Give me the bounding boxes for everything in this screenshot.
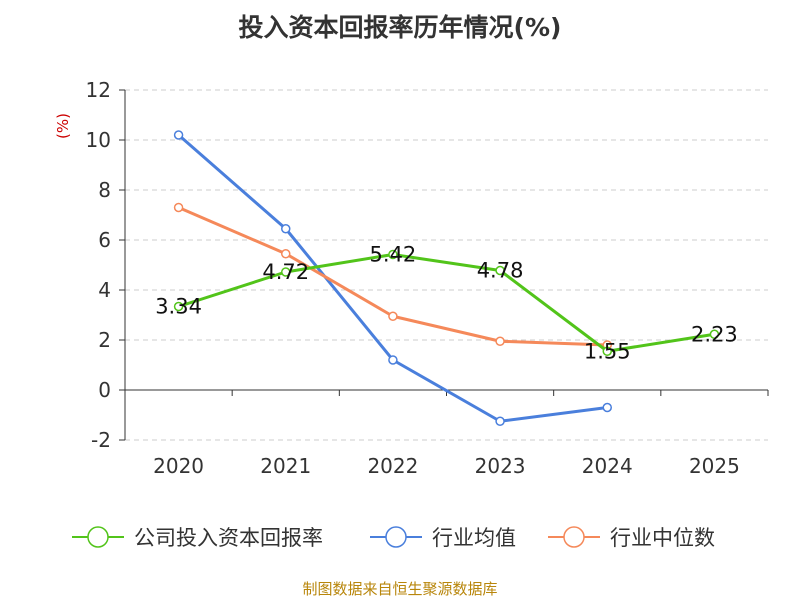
data-point bbox=[281, 267, 291, 277]
data-source: 制图数据来自恒生聚源数据库 bbox=[302, 580, 498, 598]
y-tick-label: 4 bbox=[98, 278, 111, 302]
y-tick-label: 12 bbox=[86, 78, 111, 102]
data-point bbox=[173, 202, 184, 213]
x-tick-label: 2020 bbox=[153, 454, 204, 478]
data-point bbox=[388, 311, 398, 321]
data-label: 4.78 bbox=[477, 259, 524, 283]
chart-title: 投入资本回报率历年情况(%) bbox=[238, 13, 562, 42]
series-line bbox=[177, 133, 608, 423]
data-point bbox=[388, 355, 398, 365]
data-label: 3.34 bbox=[155, 295, 202, 319]
data-label: 2.23 bbox=[691, 322, 738, 346]
legend-label: 公司投入资本回报率 bbox=[134, 526, 323, 550]
data-point bbox=[495, 416, 505, 426]
x-tick-label: 2023 bbox=[475, 454, 526, 478]
series-line bbox=[177, 206, 608, 347]
y-tick-label: 0 bbox=[98, 378, 111, 402]
data-label: 1.55 bbox=[584, 339, 631, 363]
data-point bbox=[173, 301, 184, 312]
data-point bbox=[495, 336, 505, 346]
data-point bbox=[281, 224, 291, 234]
y-axis-unit: (%) bbox=[54, 113, 72, 139]
y-tick-label: -2 bbox=[91, 428, 111, 452]
data-point bbox=[495, 265, 505, 276]
data-point bbox=[173, 130, 184, 140]
x-tick-label: 2022 bbox=[367, 454, 418, 478]
y-tick-label: 6 bbox=[98, 228, 111, 252]
x-tick-label: 2024 bbox=[582, 454, 633, 478]
x-tick-label: 2021 bbox=[260, 454, 311, 478]
data-point bbox=[388, 249, 398, 260]
data-label: 5.42 bbox=[370, 243, 417, 267]
legend-swatch-marker bbox=[563, 526, 585, 548]
data-point bbox=[602, 346, 612, 356]
data-point bbox=[709, 329, 720, 339]
data-label: 4.72 bbox=[262, 260, 309, 284]
legend-swatch-marker bbox=[385, 526, 407, 548]
y-tick-label: 10 bbox=[86, 128, 111, 152]
y-tick-label: 2 bbox=[98, 328, 111, 352]
y-tick-label: 8 bbox=[98, 178, 111, 202]
legend-label: 行业均值 bbox=[432, 526, 516, 550]
legend-swatch-marker bbox=[87, 526, 109, 548]
data-point bbox=[281, 249, 291, 259]
data-point bbox=[602, 402, 612, 413]
legend-label: 行业中位数 bbox=[610, 526, 715, 550]
x-tick-label: 2025 bbox=[689, 454, 740, 478]
series-line bbox=[178, 253, 715, 353]
